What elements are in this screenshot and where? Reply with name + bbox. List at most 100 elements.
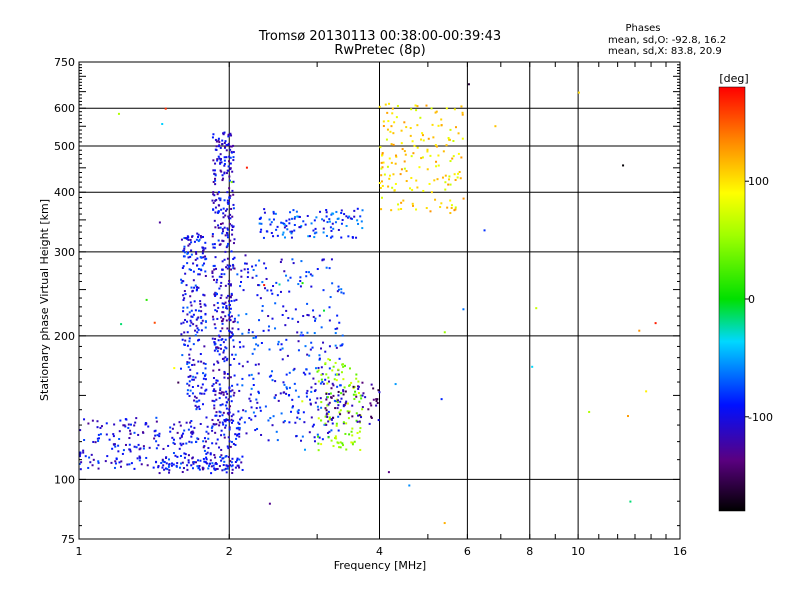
data-point (242, 289, 245, 292)
data-point (184, 453, 187, 456)
data-point (266, 230, 269, 233)
data-point (119, 419, 122, 422)
data-point (346, 402, 349, 405)
data-point (282, 381, 285, 384)
data-point (320, 373, 323, 376)
data-point (232, 144, 235, 147)
data-point (434, 144, 437, 147)
data-point (229, 336, 232, 339)
data-point (259, 297, 262, 300)
data-point (155, 447, 158, 450)
data-point (121, 452, 124, 455)
data-point (313, 232, 316, 235)
data-point (255, 274, 258, 277)
data-point (186, 389, 189, 392)
data-point (191, 467, 194, 470)
data-point (258, 222, 261, 225)
data-point (218, 335, 221, 338)
data-point (382, 161, 385, 164)
data-point (171, 436, 174, 439)
data-point (169, 426, 172, 429)
data-point (450, 206, 453, 209)
data-point (328, 319, 331, 322)
data-point (268, 502, 271, 505)
data-point (340, 236, 343, 239)
data-point (223, 433, 226, 436)
colorbar (718, 86, 746, 512)
data-point (218, 197, 221, 200)
x-tick-label: 4 (376, 545, 383, 558)
data-point (412, 152, 415, 155)
data-point (195, 396, 198, 399)
data-point (212, 159, 215, 162)
data-point (309, 398, 312, 401)
data-point (238, 423, 241, 426)
data-point (312, 423, 315, 426)
data-point (378, 391, 381, 394)
data-point (291, 230, 294, 233)
data-point (305, 275, 308, 278)
data-point (219, 389, 222, 392)
data-point (200, 329, 203, 332)
data-point (380, 180, 383, 183)
data-point (401, 148, 404, 151)
data-point (404, 153, 407, 156)
data-point (230, 207, 233, 210)
data-point (326, 396, 329, 399)
data-point (226, 208, 229, 211)
data-point (328, 367, 331, 370)
data-point (228, 187, 231, 190)
data-point (289, 276, 292, 279)
data-point (213, 323, 216, 326)
data-point (237, 328, 240, 331)
data-point (292, 369, 295, 372)
data-point (333, 399, 336, 402)
data-point (454, 126, 457, 129)
data-point (328, 418, 331, 421)
data-point (206, 462, 209, 465)
data-point (411, 202, 414, 205)
data-point (297, 412, 300, 415)
data-point (449, 128, 452, 131)
data-point (220, 170, 223, 173)
data-point (261, 305, 264, 308)
data-point (218, 287, 221, 290)
data-point (219, 157, 222, 160)
data-point (269, 417, 272, 420)
data-point (279, 392, 282, 395)
data-point (242, 409, 245, 412)
data-point (327, 403, 330, 406)
data-point (214, 431, 217, 434)
y-tick-label: 750 (54, 56, 75, 69)
data-point (415, 208, 418, 211)
data-point (316, 405, 319, 408)
data-point (272, 415, 275, 418)
data-point (222, 393, 225, 396)
data-point (228, 387, 231, 390)
data-point (224, 426, 227, 429)
data-point (161, 466, 164, 469)
data-point (219, 169, 222, 172)
data-point (204, 270, 207, 273)
data-point (252, 268, 255, 271)
data-point (209, 462, 212, 465)
data-point (353, 386, 356, 389)
data-point (343, 364, 346, 367)
data-point (317, 449, 320, 452)
data-point (295, 210, 298, 213)
data-point (224, 419, 227, 422)
data-point (228, 265, 231, 268)
data-point (229, 284, 232, 287)
data-point (320, 366, 323, 369)
data-point (345, 400, 348, 403)
data-point (327, 420, 330, 423)
data-point (375, 404, 378, 407)
data-point (163, 468, 166, 471)
data-point (154, 434, 157, 437)
x-tick-label: 8 (526, 545, 533, 558)
data-point (281, 313, 284, 316)
data-point (188, 337, 191, 340)
data-point (375, 398, 378, 401)
data-point (246, 276, 249, 279)
